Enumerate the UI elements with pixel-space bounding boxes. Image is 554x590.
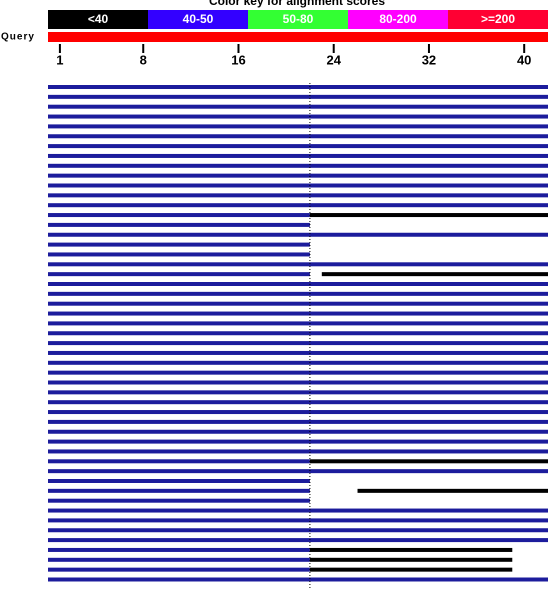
key-box — [48, 10, 148, 29]
key-label: >=200 — [481, 12, 515, 26]
hit-segment — [48, 153, 548, 158]
hit-segment — [48, 557, 310, 562]
key-box — [148, 10, 248, 29]
hit-segment — [48, 518, 548, 523]
hit-segment — [48, 213, 310, 218]
hit-segment — [48, 488, 310, 493]
hit-segment — [48, 547, 310, 552]
key-box — [448, 10, 548, 29]
hit-segment — [48, 94, 548, 99]
hit-segment — [48, 173, 548, 178]
hit-segment — [48, 222, 310, 227]
hit-segment — [309, 213, 548, 218]
hit-segment — [48, 410, 548, 415]
hit-segment — [48, 429, 548, 434]
hit-segment — [48, 282, 548, 286]
hit-segment — [48, 459, 310, 464]
hit-segment — [48, 232, 548, 237]
hit-segment — [48, 538, 548, 543]
hit-segment — [48, 272, 310, 277]
hit-segment — [48, 390, 548, 395]
hit-segment — [48, 291, 548, 296]
hit-segment — [48, 380, 548, 385]
key-label: <40 — [88, 12, 109, 26]
hit-segment — [48, 252, 310, 257]
hit-segment — [48, 124, 548, 129]
x-tick-label: 1 — [56, 52, 63, 67]
hit-segment — [48, 341, 548, 346]
hit-segment — [48, 360, 548, 365]
hit-segment — [309, 547, 513, 552]
hit-segment — [48, 577, 548, 582]
hit-segment — [48, 469, 548, 474]
x-tick-label: 8 — [140, 52, 147, 67]
hit-segment — [48, 311, 548, 316]
query-label: Query — [1, 32, 35, 43]
query-bar — [48, 32, 548, 42]
key-label: 40-50 — [183, 12, 214, 26]
hit-segment — [48, 104, 548, 109]
hit-segment — [357, 488, 548, 493]
hit-segment — [48, 528, 548, 533]
hit-segment — [48, 163, 548, 168]
hit-segment — [48, 350, 548, 355]
hit-segment — [48, 400, 548, 405]
x-tick-label: 32 — [422, 52, 436, 67]
hit-segment — [48, 183, 548, 188]
hit-segment — [48, 85, 548, 89]
hit-segment — [48, 419, 548, 424]
hit-segment — [48, 498, 310, 503]
hit-segment — [48, 203, 548, 208]
key-label: 50-80 — [283, 12, 314, 26]
key-box — [248, 10, 348, 29]
hit-segment — [48, 301, 548, 306]
hit-segment — [48, 449, 548, 454]
hit-segment — [48, 114, 548, 119]
hit-segment — [48, 479, 310, 483]
key-label: 80-200 — [379, 12, 417, 26]
chart-title: Color key for alignment scores — [209, 0, 385, 8]
x-tick-label: 40 — [517, 52, 531, 67]
x-tick-label: 24 — [326, 52, 341, 67]
hit-segment — [309, 557, 513, 562]
hit-segment — [48, 134, 548, 139]
hit-segment — [48, 242, 310, 247]
hit-segment — [48, 144, 548, 149]
hit-segment — [48, 439, 548, 444]
hit-segment — [48, 193, 548, 198]
hit-segment — [309, 567, 513, 572]
hit-segment — [48, 567, 310, 572]
x-tick-label: 16 — [231, 52, 245, 67]
key-box — [348, 10, 448, 29]
hit-segment — [321, 272, 548, 277]
hit-segment — [48, 370, 548, 375]
hit-segment — [48, 508, 548, 513]
hit-segment — [48, 262, 548, 267]
hit-segment — [309, 459, 548, 464]
hit-segment — [48, 321, 548, 326]
hit-segment — [48, 331, 548, 336]
